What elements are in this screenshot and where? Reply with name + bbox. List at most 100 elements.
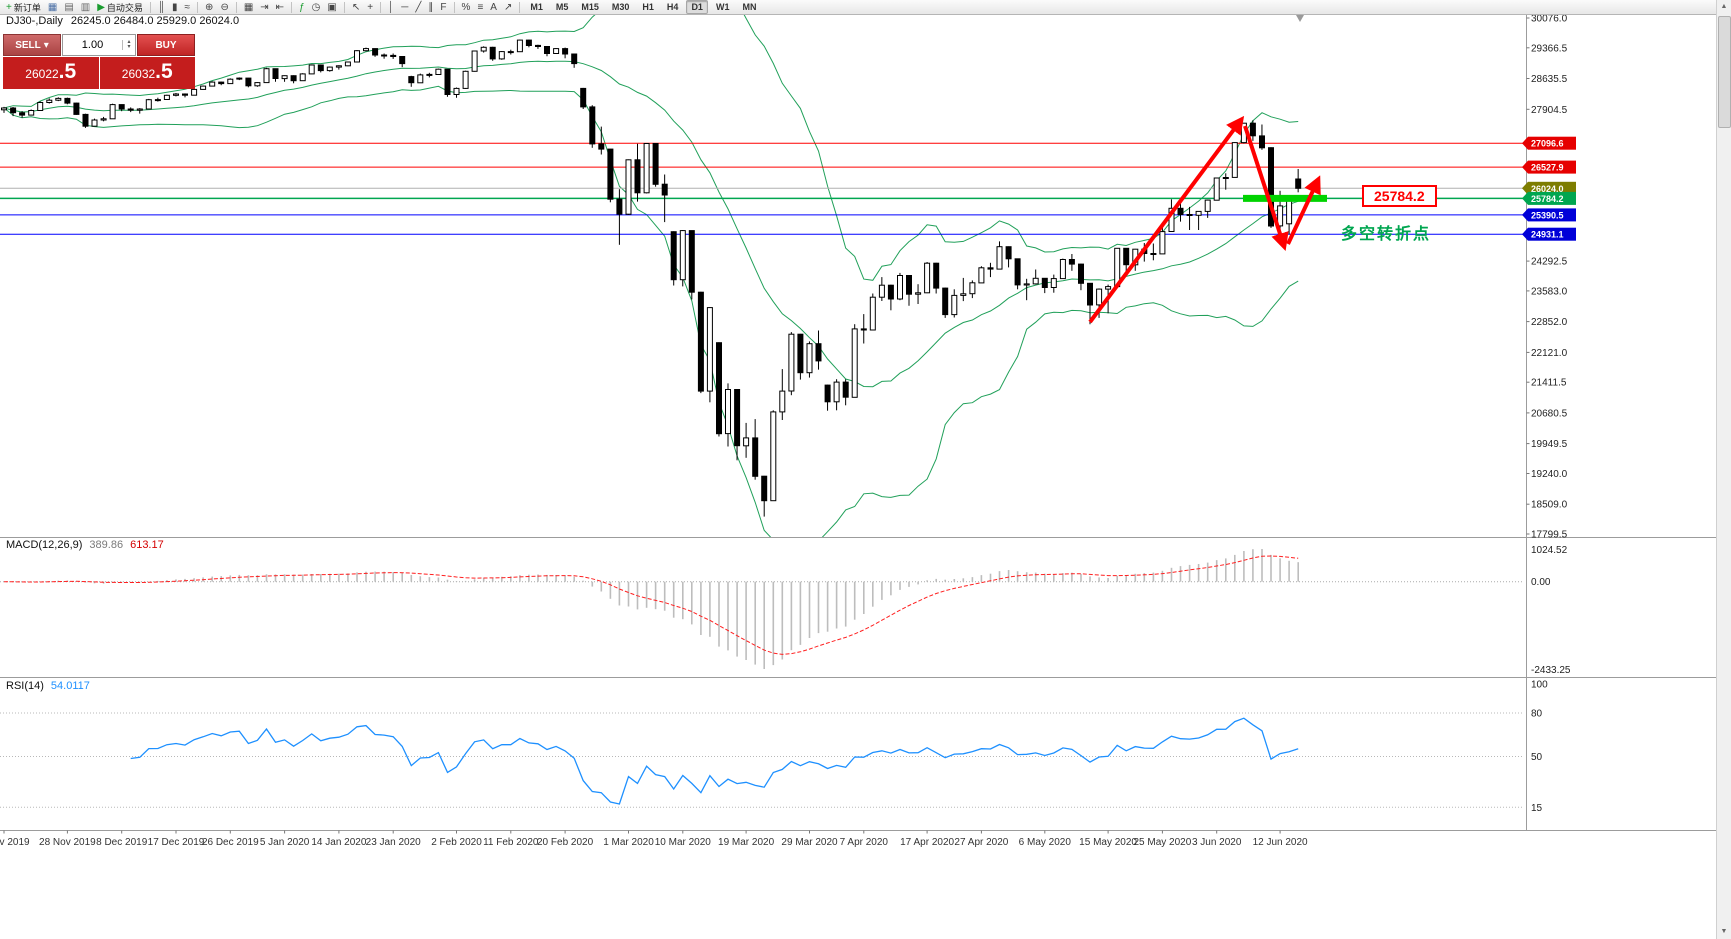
chart-shift-icon-glyph: ⇤ (275, 1, 285, 13)
timeframe-m15-button[interactable]: M15 (581, 2, 599, 12)
svg-text:17799.5: 17799.5 (1531, 530, 1568, 541)
svg-text:24931.1: 24931.1 (1531, 230, 1564, 240)
trend-arrow[interactable] (1243, 125, 1289, 251)
svg-text:2 Feb 2020: 2 Feb 2020 (431, 837, 482, 848)
ohlc-values: 26245.0 26484.0 25929.0 26024.0 (70, 15, 240, 27)
svg-text:15: 15 (1531, 803, 1543, 814)
timeframe-d1-button[interactable]: D1 (686, 0, 708, 14)
timeframe-h1-button[interactable]: H1 (642, 2, 654, 12)
svg-text:50: 50 (1531, 752, 1543, 763)
periods-icon-glyph: ◷ (311, 1, 321, 13)
trendline-icon[interactable]: ╱ (412, 1, 424, 14)
sell-button[interactable]: SELL ▾ (3, 34, 61, 56)
price-tag: 25784.2 (1522, 191, 1576, 205)
chart-title: DJ30-,Daily 26245.0 26484.0 25929.0 26024… (6, 15, 239, 27)
zoom-in-icon[interactable]: ⊕ (202, 1, 216, 14)
market-watch-icon-glyph: ▥ (80, 1, 91, 13)
scrollbar-thumb[interactable] (1718, 16, 1731, 128)
candlestick-chart-icon[interactable]: ▮ (169, 1, 181, 14)
timeframe-mn-button[interactable]: MN (742, 2, 757, 12)
fibonacci-icon[interactable]: F (437, 1, 449, 14)
market-watch-icon[interactable]: ▥ (78, 1, 93, 14)
auto-scroll-icon[interactable]: ⇥ (257, 1, 271, 14)
percent-icon[interactable]: % (459, 1, 474, 14)
autotrading-button[interactable]: ▶ 自动交易 (94, 1, 146, 14)
cursor-icon-glyph: ↖ (351, 1, 361, 13)
macd-main-value: 389.86 (89, 539, 124, 551)
svg-text:6 May 2020: 6 May 2020 (1019, 837, 1072, 848)
toolbar-separator (235, 1, 237, 13)
timeframe-m5-button[interactable]: M5 (555, 2, 569, 12)
lot-size-input[interactable]: 1.00 ▴ ▾ (62, 34, 136, 56)
spinner-up-icon[interactable]: ▴ (127, 39, 131, 45)
crosshair-icon[interactable]: + (364, 1, 376, 14)
macd-panel: 1024.52 0.00 -2433.25 (0, 545, 1571, 676)
profiles-icon[interactable]: ▤ (61, 1, 76, 14)
svg-text:7 Apr 2020: 7 Apr 2020 (840, 837, 889, 848)
channel-icon-glyph: ∥ (428, 1, 434, 13)
svg-text:20680.5: 20680.5 (1531, 408, 1568, 419)
trend-arrow[interactable] (1088, 115, 1245, 324)
svg-text:26527.9: 26527.9 (1531, 163, 1564, 173)
indicators-icon[interactable]: ƒ (296, 1, 308, 14)
horizontal-line-icon[interactable]: ─ (398, 1, 411, 14)
price-level-annotation[interactable]: 25784.2 (1362, 185, 1437, 207)
vertical-scrollbar[interactable]: ▲ ▼ (1716, 0, 1731, 939)
toolbar: + 新订单 ▦ ▤ ▥ ▶ 自动交易 ║ ▮ ≈ ⊕ ⊖ ▦ ⇥ ⇤ ƒ ◷ ▣ ↖ + │ ─ ╱ ∥ F% ≡ A ↗ M1 M5 M1… (0, 0, 1721, 15)
turning-point-annotation: 多空转折点 (1341, 226, 1432, 243)
timeframe-m1-button[interactable]: M1 (530, 2, 543, 12)
macd-indicator-label: MACD(12,26,9) 389.86 613.17 (6, 539, 164, 551)
cursor-icon[interactable]: ↖ (349, 1, 363, 14)
svg-text:25390.5: 25390.5 (1531, 210, 1564, 220)
scroll-up-icon[interactable]: ▲ (1720, 3, 1728, 10)
svg-text:26 Dec 2019: 26 Dec 2019 (202, 837, 259, 848)
objects-list-icon[interactable]: ≡ (474, 1, 486, 14)
chart-shift-icon[interactable]: ⇤ (273, 1, 287, 14)
svg-text:5 Jan 2020: 5 Jan 2020 (260, 837, 310, 848)
vertical-line-icon-glyph: │ (388, 1, 395, 13)
buy-price[interactable]: 26032 .5 (99, 57, 195, 89)
vertical-line-icon[interactable]: │ (385, 1, 397, 14)
bar-chart-icon[interactable]: ║ (155, 1, 168, 14)
text-icon-glyph: A (490, 1, 497, 13)
svg-text:25784.2: 25784.2 (1531, 194, 1564, 204)
autotrading-button-glyph: ▶ (97, 1, 105, 13)
svg-text:20 Feb 2020: 20 Feb 2020 (537, 837, 594, 848)
svg-text:19240.0: 19240.0 (1531, 469, 1568, 480)
periods-icon[interactable]: ◷ (309, 1, 324, 14)
lot-spinner[interactable]: ▴ ▾ (122, 39, 135, 50)
new-order-button[interactable]: + 新订单 (3, 1, 44, 14)
charts-window-icon[interactable]: ▦ (45, 1, 60, 14)
text-icon[interactable]: A (487, 1, 500, 14)
buy-button[interactable]: BUY (137, 34, 195, 56)
svg-text:14 Jan 2020: 14 Jan 2020 (311, 837, 366, 848)
chart-shift-marker[interactable] (1296, 15, 1304, 22)
timeframe-h4-button[interactable]: H4 (666, 2, 679, 12)
svg-text:27904.5: 27904.5 (1531, 105, 1568, 116)
bar-chart-icon-glyph: ║ (157, 1, 166, 13)
svg-text:27 Apr 2020: 27 Apr 2020 (954, 837, 1008, 848)
arrow-tool-icon[interactable]: ↗ (501, 1, 515, 14)
line-chart-icon[interactable]: ≈ (182, 1, 194, 14)
spinner-down-icon[interactable]: ▾ (127, 44, 131, 50)
svg-text:18509.0: 18509.0 (1531, 500, 1568, 511)
trend-arrow[interactable] (1286, 175, 1321, 245)
templates-icon[interactable]: ▣ (324, 1, 339, 14)
sell-price-frac: .5 (58, 60, 77, 83)
svg-text:28635.5: 28635.5 (1531, 74, 1568, 85)
channel-icon[interactable]: ∥ (425, 1, 436, 14)
timeframe-m30-button[interactable]: M30 (611, 2, 630, 12)
buy-label: BUY (155, 39, 177, 51)
macd-name: MACD(12,26,9) (6, 539, 83, 551)
svg-text:15 May 2020: 15 May 2020 (1079, 837, 1137, 848)
line-chart-icon-glyph: ≈ (184, 1, 191, 13)
scroll-down-icon[interactable]: ▼ (1720, 928, 1728, 935)
sell-price[interactable]: 26022 .5 (3, 57, 99, 89)
zoom-out-icon-glyph: ⊖ (220, 1, 229, 13)
svg-text:11 Feb 2020: 11 Feb 2020 (483, 837, 539, 848)
timeframe-w1-button[interactable]: W1 (715, 2, 730, 12)
tile-windows-icon[interactable]: ▦ (241, 1, 256, 14)
zoom-out-icon[interactable]: ⊖ (217, 1, 231, 14)
price-axis: 30076.0 29366.5 28635.5 27904.5 24292.5 23583… (1526, 14, 1568, 541)
rsi-name: RSI(14) (6, 680, 44, 692)
